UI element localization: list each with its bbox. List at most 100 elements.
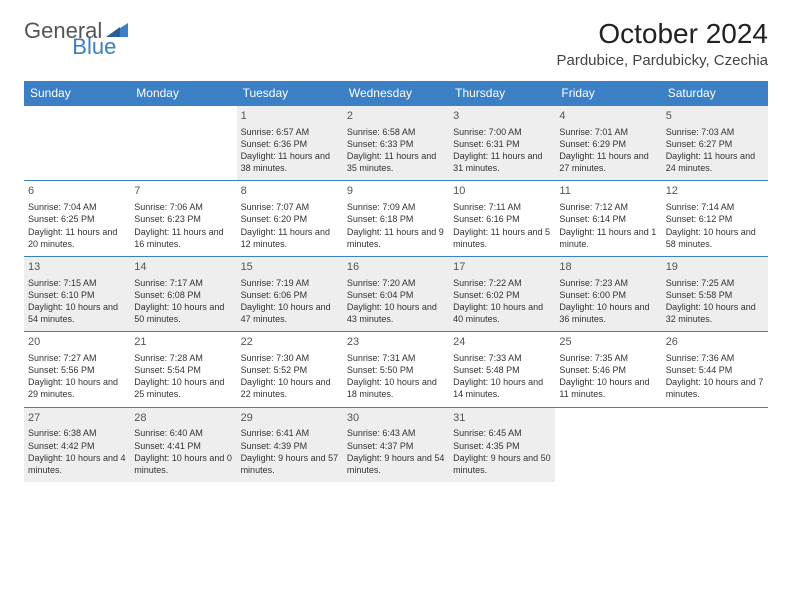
day-number: 18 bbox=[559, 260, 657, 275]
sunset-text: Sunset: 5:52 PM bbox=[241, 364, 339, 376]
daylight-text: Daylight: 11 hours and 27 minutes. bbox=[559, 150, 657, 174]
daylight-text: Daylight: 11 hours and 24 minutes. bbox=[666, 150, 764, 174]
day-number: 7 bbox=[134, 184, 232, 199]
day-number: 19 bbox=[666, 260, 764, 275]
day-number: 6 bbox=[28, 184, 126, 199]
sunrise-text: Sunrise: 6:57 AM bbox=[241, 126, 339, 138]
day-cell: 8Sunrise: 7:07 AMSunset: 6:20 PMDaylight… bbox=[237, 181, 343, 256]
title-block: October 2024 Pardubice, Pardubicky, Czec… bbox=[557, 18, 769, 69]
sunset-text: Sunset: 5:46 PM bbox=[559, 364, 657, 376]
day-number: 16 bbox=[347, 260, 445, 275]
sunrise-text: Sunrise: 7:15 AM bbox=[28, 277, 126, 289]
sunset-text: Sunset: 4:39 PM bbox=[241, 440, 339, 452]
day-header-saturday: Saturday bbox=[662, 81, 768, 106]
sunset-text: Sunset: 5:58 PM bbox=[666, 289, 764, 301]
sunrise-text: Sunrise: 7:35 AM bbox=[559, 352, 657, 364]
daylight-text: Daylight: 10 hours and 43 minutes. bbox=[347, 301, 445, 325]
sunset-text: Sunset: 6:31 PM bbox=[453, 138, 551, 150]
sunset-text: Sunset: 6:02 PM bbox=[453, 289, 551, 301]
day-cell: 9 Sunrise: 7:09 AMSunset: 6:18 PMDaylight… bbox=[343, 181, 449, 256]
sunrise-text: Sunrise: 7:27 AM bbox=[28, 352, 126, 364]
day-number: 14 bbox=[134, 260, 232, 275]
day-cell: 3Sunrise: 7:00 AMSunset: 6:31 PMDaylight… bbox=[449, 106, 555, 181]
sunset-text: Sunset: 6:20 PM bbox=[241, 213, 339, 225]
daylight-text: Daylight: 10 hours and 25 minutes. bbox=[134, 376, 232, 400]
daylight-text: Daylight: 10 hours and 54 minutes. bbox=[28, 301, 126, 325]
day-cell: 25Sunrise: 7:35 AMSunset: 5:46 PMDayligh… bbox=[555, 332, 661, 407]
day-number: 25 bbox=[559, 335, 657, 350]
day-number: 3 bbox=[453, 109, 551, 124]
sunset-text: Sunset: 6:23 PM bbox=[134, 213, 232, 225]
sunrise-text: Sunrise: 7:31 AM bbox=[347, 352, 445, 364]
sunset-text: Sunset: 6:06 PM bbox=[241, 289, 339, 301]
daylight-text: Daylight: 11 hours and 9 minutes. bbox=[347, 226, 445, 250]
sunrise-text: Sunrise: 7:28 AM bbox=[134, 352, 232, 364]
daylight-text: Daylight: 10 hours and 58 minutes. bbox=[666, 226, 764, 250]
daylight-text: Daylight: 11 hours and 16 minutes. bbox=[134, 226, 232, 250]
daylight-text: Daylight: 10 hours and 50 minutes. bbox=[134, 301, 232, 325]
week-row: 13Sunrise: 7:15 AMSunset: 6:10 PMDayligh… bbox=[24, 256, 768, 331]
sunset-text: Sunset: 4:35 PM bbox=[453, 440, 551, 452]
day-cell: 16Sunrise: 7:20 AMSunset: 6:04 PMDayligh… bbox=[343, 256, 449, 331]
sunset-text: Sunset: 6:16 PM bbox=[453, 213, 551, 225]
sunrise-text: Sunrise: 7:01 AM bbox=[559, 126, 657, 138]
sunset-text: Sunset: 6:04 PM bbox=[347, 289, 445, 301]
day-number: 11 bbox=[559, 184, 657, 199]
sunset-text: Sunset: 6:08 PM bbox=[134, 289, 232, 301]
logo-text-2: Blue bbox=[72, 34, 116, 60]
day-cell: 29Sunrise: 6:41 AMSunset: 4:39 PMDayligh… bbox=[237, 407, 343, 482]
day-number: 4 bbox=[559, 109, 657, 124]
day-cell: 21 Sunrise: 7:28 AMSunset: 5:54 PMDayligh… bbox=[130, 332, 236, 407]
month-title: October 2024 bbox=[557, 18, 769, 50]
sunrise-text: Sunrise: 7:33 AM bbox=[453, 352, 551, 364]
day-number: 24 bbox=[453, 335, 551, 350]
day-cell: 10Sunrise: 7:11 AMSunset: 6:16 PMDayligh… bbox=[449, 181, 555, 256]
sunset-text: Sunset: 4:41 PM bbox=[134, 440, 232, 452]
daylight-text: Daylight: 11 hours and 1 minute. bbox=[559, 226, 657, 250]
week-row: 1 Sunrise: 6:57 AMSunset: 6:36 PM Daylight… bbox=[24, 106, 768, 181]
day-cell: 7Sunrise: 7:06 AMSunset: 6:23 PMDaylight… bbox=[130, 181, 236, 256]
day-number: 5 bbox=[666, 109, 764, 124]
day-header-sunday: Sunday bbox=[24, 81, 130, 106]
daylight-text: Daylight: 10 hours and 36 minutes. bbox=[559, 301, 657, 325]
day-cell: 1Sunrise: 6:57 AMSunset: 6:36 PMDaylight… bbox=[237, 106, 343, 181]
week-row: 20Sunrise: 7:27 AMSunset: 5:56 PMDayligh… bbox=[24, 332, 768, 407]
day-number: 9 bbox=[347, 184, 445, 199]
daylight-text: Daylight: 11 hours and 35 minutes. bbox=[347, 150, 445, 174]
day-cell: 2Sunrise: 6:58 AMSunset: 6:33 PMDaylight… bbox=[343, 106, 449, 181]
day-header-wednesday: Wednesday bbox=[343, 81, 449, 106]
sunrise-text: Sunrise: 7:07 AM bbox=[241, 201, 339, 213]
empty-day-cell bbox=[662, 407, 768, 482]
sunrise-text: Sunrise: 7:19 AM bbox=[241, 277, 339, 289]
sunrise-text: Sunrise: 6:43 AM bbox=[347, 427, 445, 439]
daylight-text: Daylight: 9 hours and 50 minutes. bbox=[453, 452, 551, 476]
day-number: 10 bbox=[453, 184, 551, 199]
sunrise-text: Sunrise: 7:14 AM bbox=[666, 201, 764, 213]
sunrise-text: Sunrise: 7:36 AM bbox=[666, 352, 764, 364]
daylight-text: Daylight: 10 hours and 7 minutes. bbox=[666, 376, 764, 400]
sunset-text: Sunset: 6:25 PM bbox=[28, 213, 126, 225]
day-cell: 28Sunrise: 6:40 AMSunset: 4:41 PMDayligh… bbox=[130, 407, 236, 482]
sunset-text: Sunset: 5:56 PM bbox=[28, 364, 126, 376]
location: Pardubice, Pardubicky, Czechia bbox=[557, 52, 769, 69]
sunrise-text: Sunrise: 7:30 AM bbox=[241, 352, 339, 364]
sunrise-text: Sunrise: 7:03 AM bbox=[666, 126, 764, 138]
sunset-text: Sunset: 6:36 PM bbox=[241, 138, 339, 150]
day-cell: 18Sunrise: 7:23 AMSunset: 6:00 PMDayligh… bbox=[555, 256, 661, 331]
sunrise-text: Sunrise: 7:04 AM bbox=[28, 201, 126, 213]
daylight-text: Daylight: 10 hours and 40 minutes. bbox=[453, 301, 551, 325]
week-row: 6 Sunrise: 7:04 AMSunset: 6:25 PM Daylight… bbox=[24, 181, 768, 256]
day-number: 1 bbox=[241, 109, 339, 124]
day-number: 21 bbox=[134, 335, 232, 350]
day-number: 23 bbox=[347, 335, 445, 350]
day-cell: 13Sunrise: 7:15 AMSunset: 6:10 PMDayligh… bbox=[24, 256, 130, 331]
sunset-text: Sunset: 6:14 PM bbox=[559, 213, 657, 225]
day-cell: 22Sunrise: 7:30 AMSunset: 5:52 PMDayligh… bbox=[237, 332, 343, 407]
sunrise-text: Sunrise: 7:09 AM bbox=[347, 201, 445, 213]
daylight-text: Daylight: 10 hours and 18 minutes. bbox=[347, 376, 445, 400]
day-number: 12 bbox=[666, 184, 764, 199]
sunrise-text: Sunrise: 7:25 AM bbox=[666, 277, 764, 289]
sunset-text: Sunset: 6:18 PM bbox=[347, 213, 445, 225]
sunset-text: Sunset: 6:12 PM bbox=[666, 213, 764, 225]
sunset-text: Sunset: 5:54 PM bbox=[134, 364, 232, 376]
